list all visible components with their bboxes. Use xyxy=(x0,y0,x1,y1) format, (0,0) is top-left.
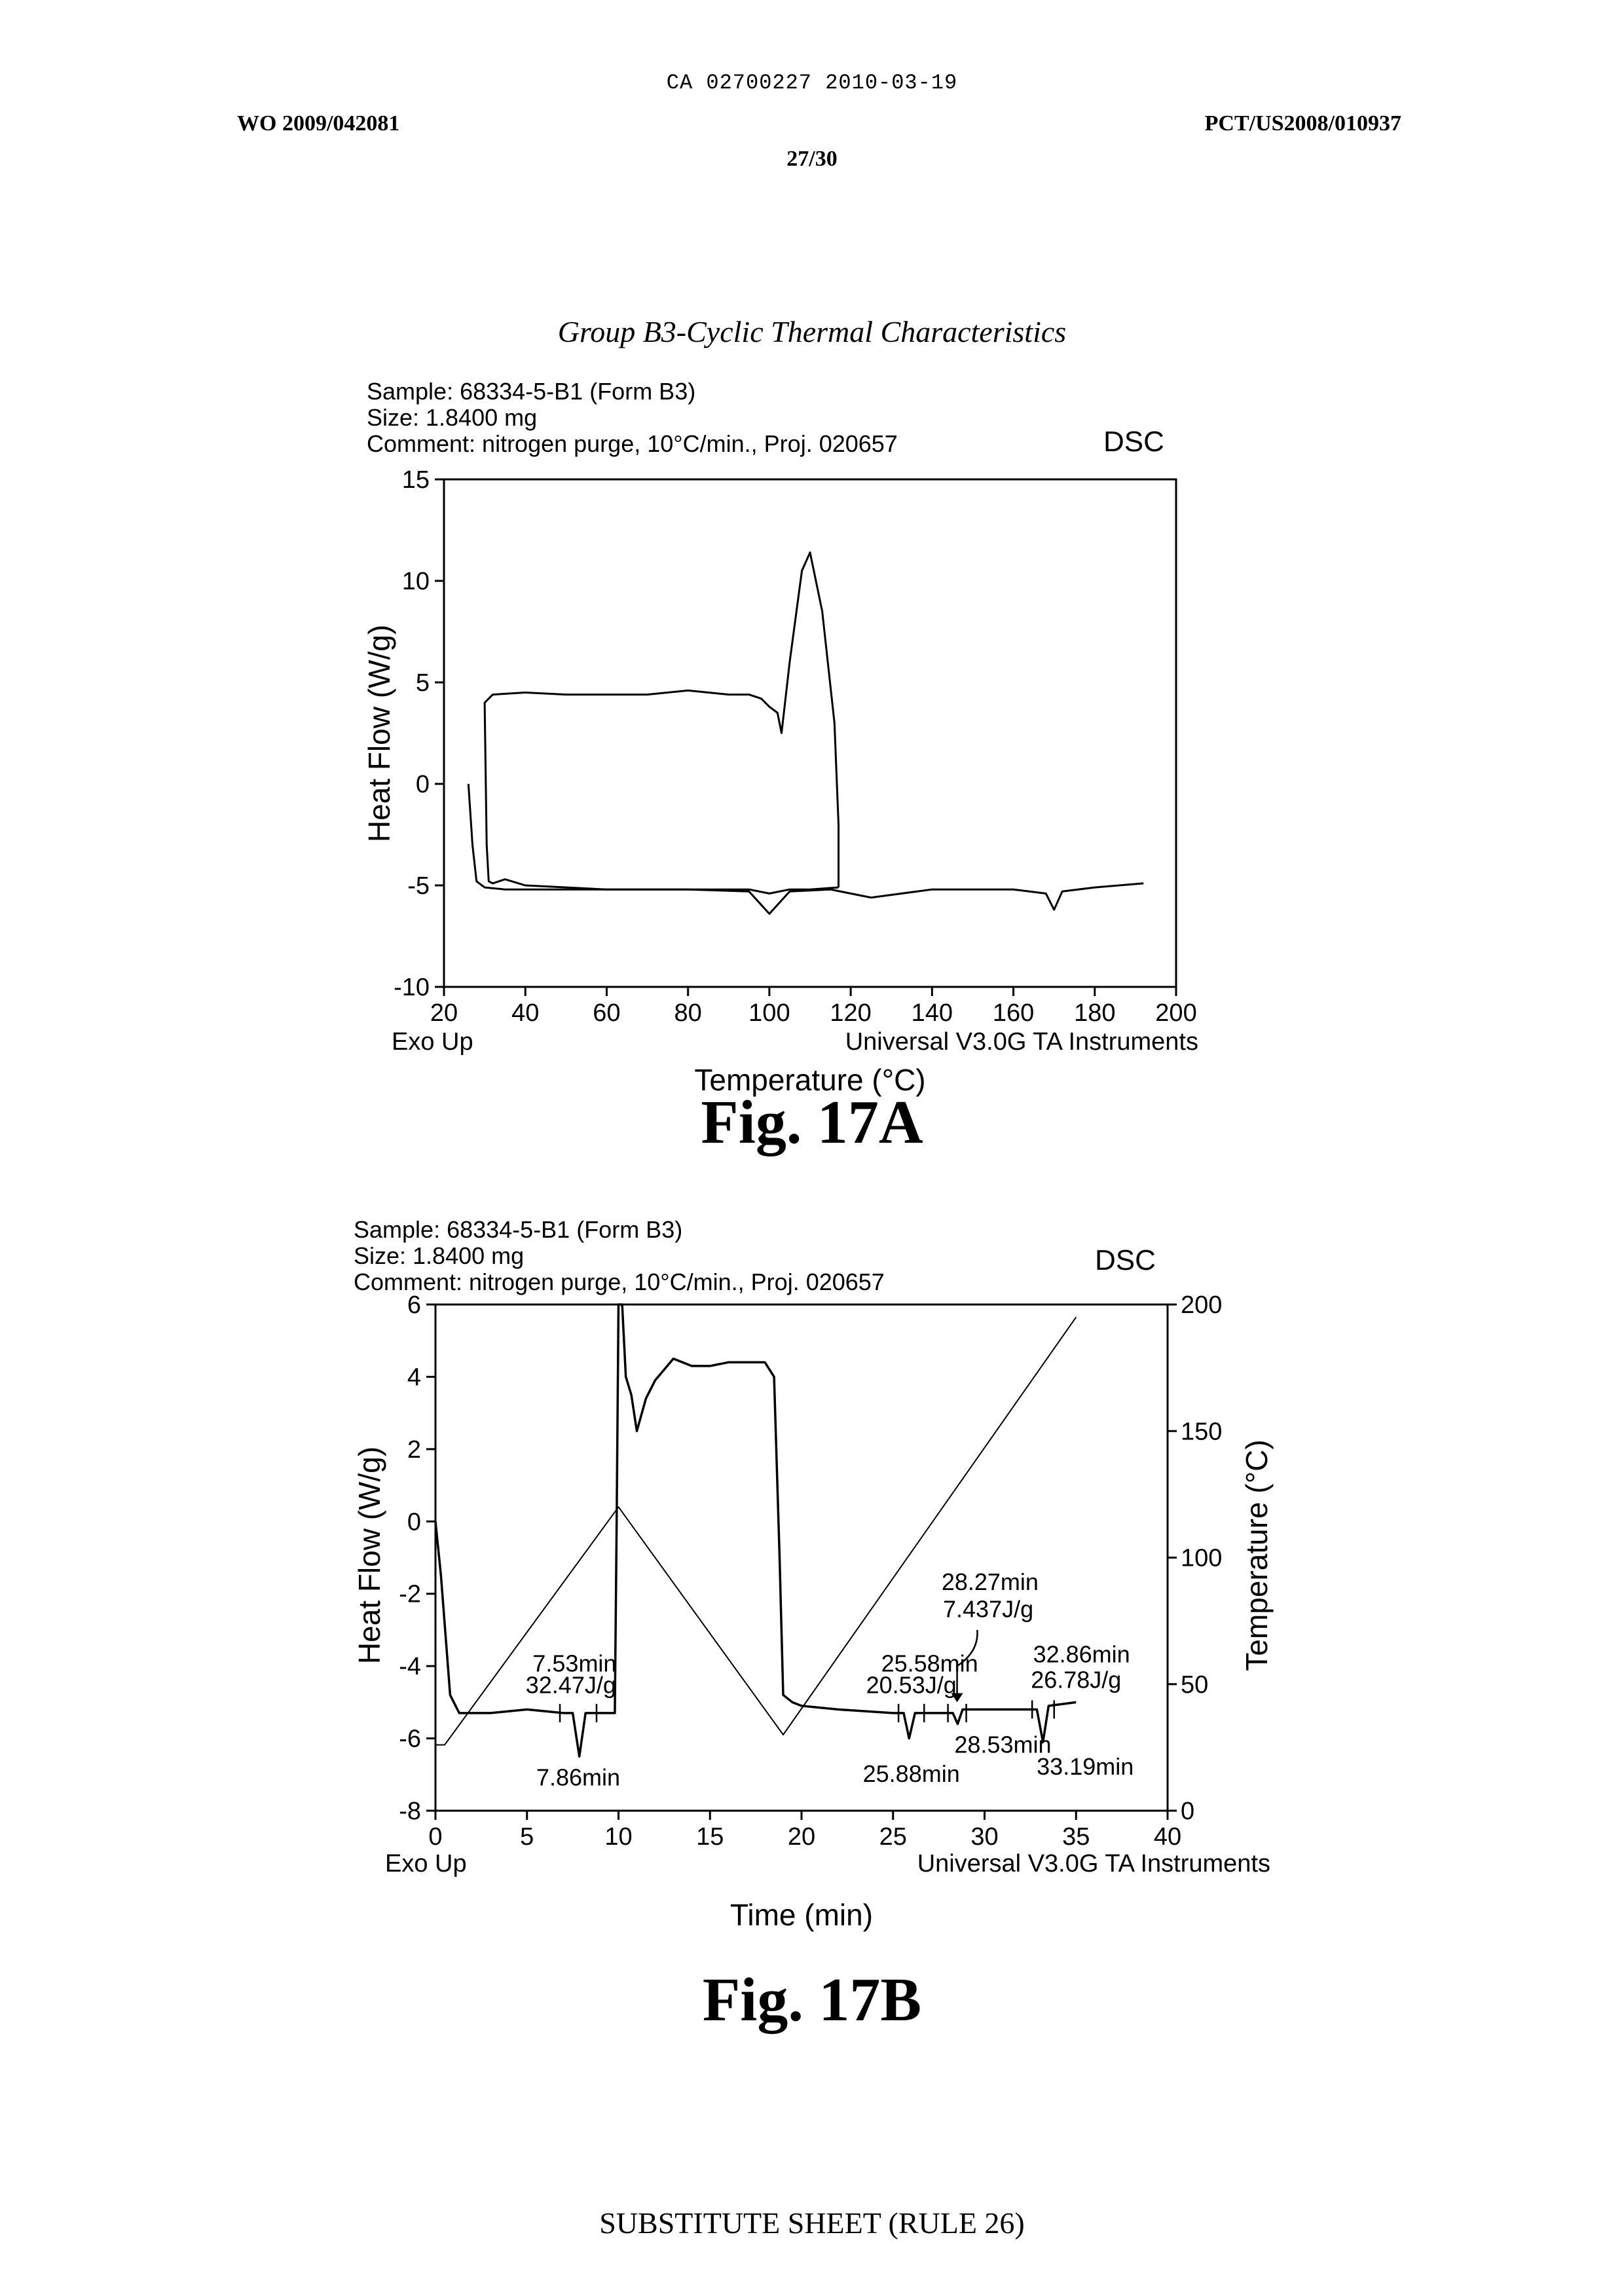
fig17b-annotation: 32.47J/g xyxy=(526,1672,616,1699)
fig17b-annotation: 20.53J/g xyxy=(866,1672,957,1699)
fig17a-ytick-label: 15 xyxy=(402,466,430,494)
fig17b-xtick-label: 5 xyxy=(520,1823,534,1851)
fig17b-y2tick-label: 200 xyxy=(1181,1291,1222,1319)
fig17b-ytick-label: 0 xyxy=(407,1508,421,1536)
fig17b-plot-frame xyxy=(435,1304,1168,1811)
fig17b-annotation: 26.78J/g xyxy=(1031,1666,1121,1693)
fig17b-xtick-label: 25 xyxy=(879,1823,907,1851)
fig17a-ytick-label: -5 xyxy=(407,872,430,900)
fig17b-xtick-label: 15 xyxy=(696,1823,724,1851)
fig17a-xtick-label: 100 xyxy=(748,999,790,1027)
fig17a-xtick-label: 20 xyxy=(430,999,458,1027)
fig17b-ytick-label: -4 xyxy=(399,1653,421,1680)
fig17b-xtick-label: 0 xyxy=(428,1823,442,1851)
fig17b-y2tick-label: 0 xyxy=(1181,1798,1194,1825)
fig17b-ytick-label: 6 xyxy=(407,1291,421,1319)
fig17a-xtick-label: 180 xyxy=(1074,999,1115,1027)
fig17b-xtick-label: 40 xyxy=(1154,1823,1181,1851)
fig17b-xtick-label: 30 xyxy=(970,1823,998,1851)
fig17b-annotation: 7.437J/g xyxy=(943,1596,1033,1623)
fig17a-xtick-label: 40 xyxy=(511,999,539,1027)
fig17b-ytick-label: -2 xyxy=(399,1581,421,1608)
footer: SUBSTITUTE SHEET (RULE 26) xyxy=(0,2206,1624,2240)
fig17a-xtick-label: 120 xyxy=(830,999,871,1027)
fig17a-series-0 xyxy=(468,784,1143,914)
fig17a-xtick-label: 160 xyxy=(993,999,1034,1027)
fig17b-ytick-label: 4 xyxy=(407,1363,421,1391)
fig17a-xtick-label: 200 xyxy=(1155,999,1196,1027)
fig17a-exo: Exo Up xyxy=(392,1028,473,1056)
fig17a-xtick-label: 140 xyxy=(912,999,953,1027)
fig17b-caption: Fig. 17B xyxy=(0,1965,1624,2035)
fig17b-ytick-label: -8 xyxy=(399,1798,421,1825)
fig17b-instrument: Universal V3.0G TA Instruments xyxy=(917,1850,1270,1878)
fig17b-y2tick-label: 150 xyxy=(1181,1418,1222,1445)
fig17a-ytick-label: 0 xyxy=(416,771,430,798)
fig17b-xtick-label: 35 xyxy=(1062,1823,1090,1851)
fig17b-y2tick-label: 50 xyxy=(1181,1671,1208,1699)
fig17b-xtick-label: 10 xyxy=(604,1823,632,1851)
fig17b-xlabel: Time (min) xyxy=(730,1898,873,1932)
fig17b-ytick-label: 2 xyxy=(407,1436,421,1464)
fig17a-instrument: Universal V3.0G TA Instruments xyxy=(845,1028,1198,1056)
fig17b-annotation: 28.27min xyxy=(942,1568,1039,1595)
fig17b-y2tick-label: 100 xyxy=(1181,1545,1222,1572)
fig17b-xtick-label: 20 xyxy=(788,1823,815,1851)
fig17a-ytick-label: 10 xyxy=(402,568,430,595)
fig17a-series-1 xyxy=(485,553,838,894)
fig17b-annotation: 7.86min xyxy=(536,1764,620,1790)
fig17b-annotation: 33.19min xyxy=(1037,1753,1134,1780)
fig17b-y2label: Temperature (°C) xyxy=(1240,1439,1274,1671)
fig17a-chart: -10 -5 0 5 10 15 20 40 60 80 100 120 140 160 180 200 H… xyxy=(0,0,1624,1179)
fig17a-ytick-label: -10 xyxy=(394,974,430,1001)
fig17a-ytick-label: 5 xyxy=(416,669,430,697)
fig17b-exo: Exo Up xyxy=(385,1850,467,1878)
fig17b-ytick-label: -6 xyxy=(399,1726,421,1753)
fig17a-xtick-label: 80 xyxy=(674,999,702,1027)
fig17a-caption: Fig. 17A xyxy=(0,1087,1624,1158)
fig17b-ylabel: Heat Flow (W/g) xyxy=(352,1447,386,1664)
fig17b-annotation: 25.88min xyxy=(863,1760,960,1787)
fig17a-xtick-label: 60 xyxy=(593,999,620,1027)
fig17b-chart: -8 -6 -4 -2 0 2 4 6 0 50 100 150 200 0 5 10 15 20 25 30 35… xyxy=(0,1179,1624,1965)
fig17b-annotation: 32.86min xyxy=(1033,1641,1130,1668)
fig17a-ylabel: Heat Flow (W/g) xyxy=(362,625,396,842)
